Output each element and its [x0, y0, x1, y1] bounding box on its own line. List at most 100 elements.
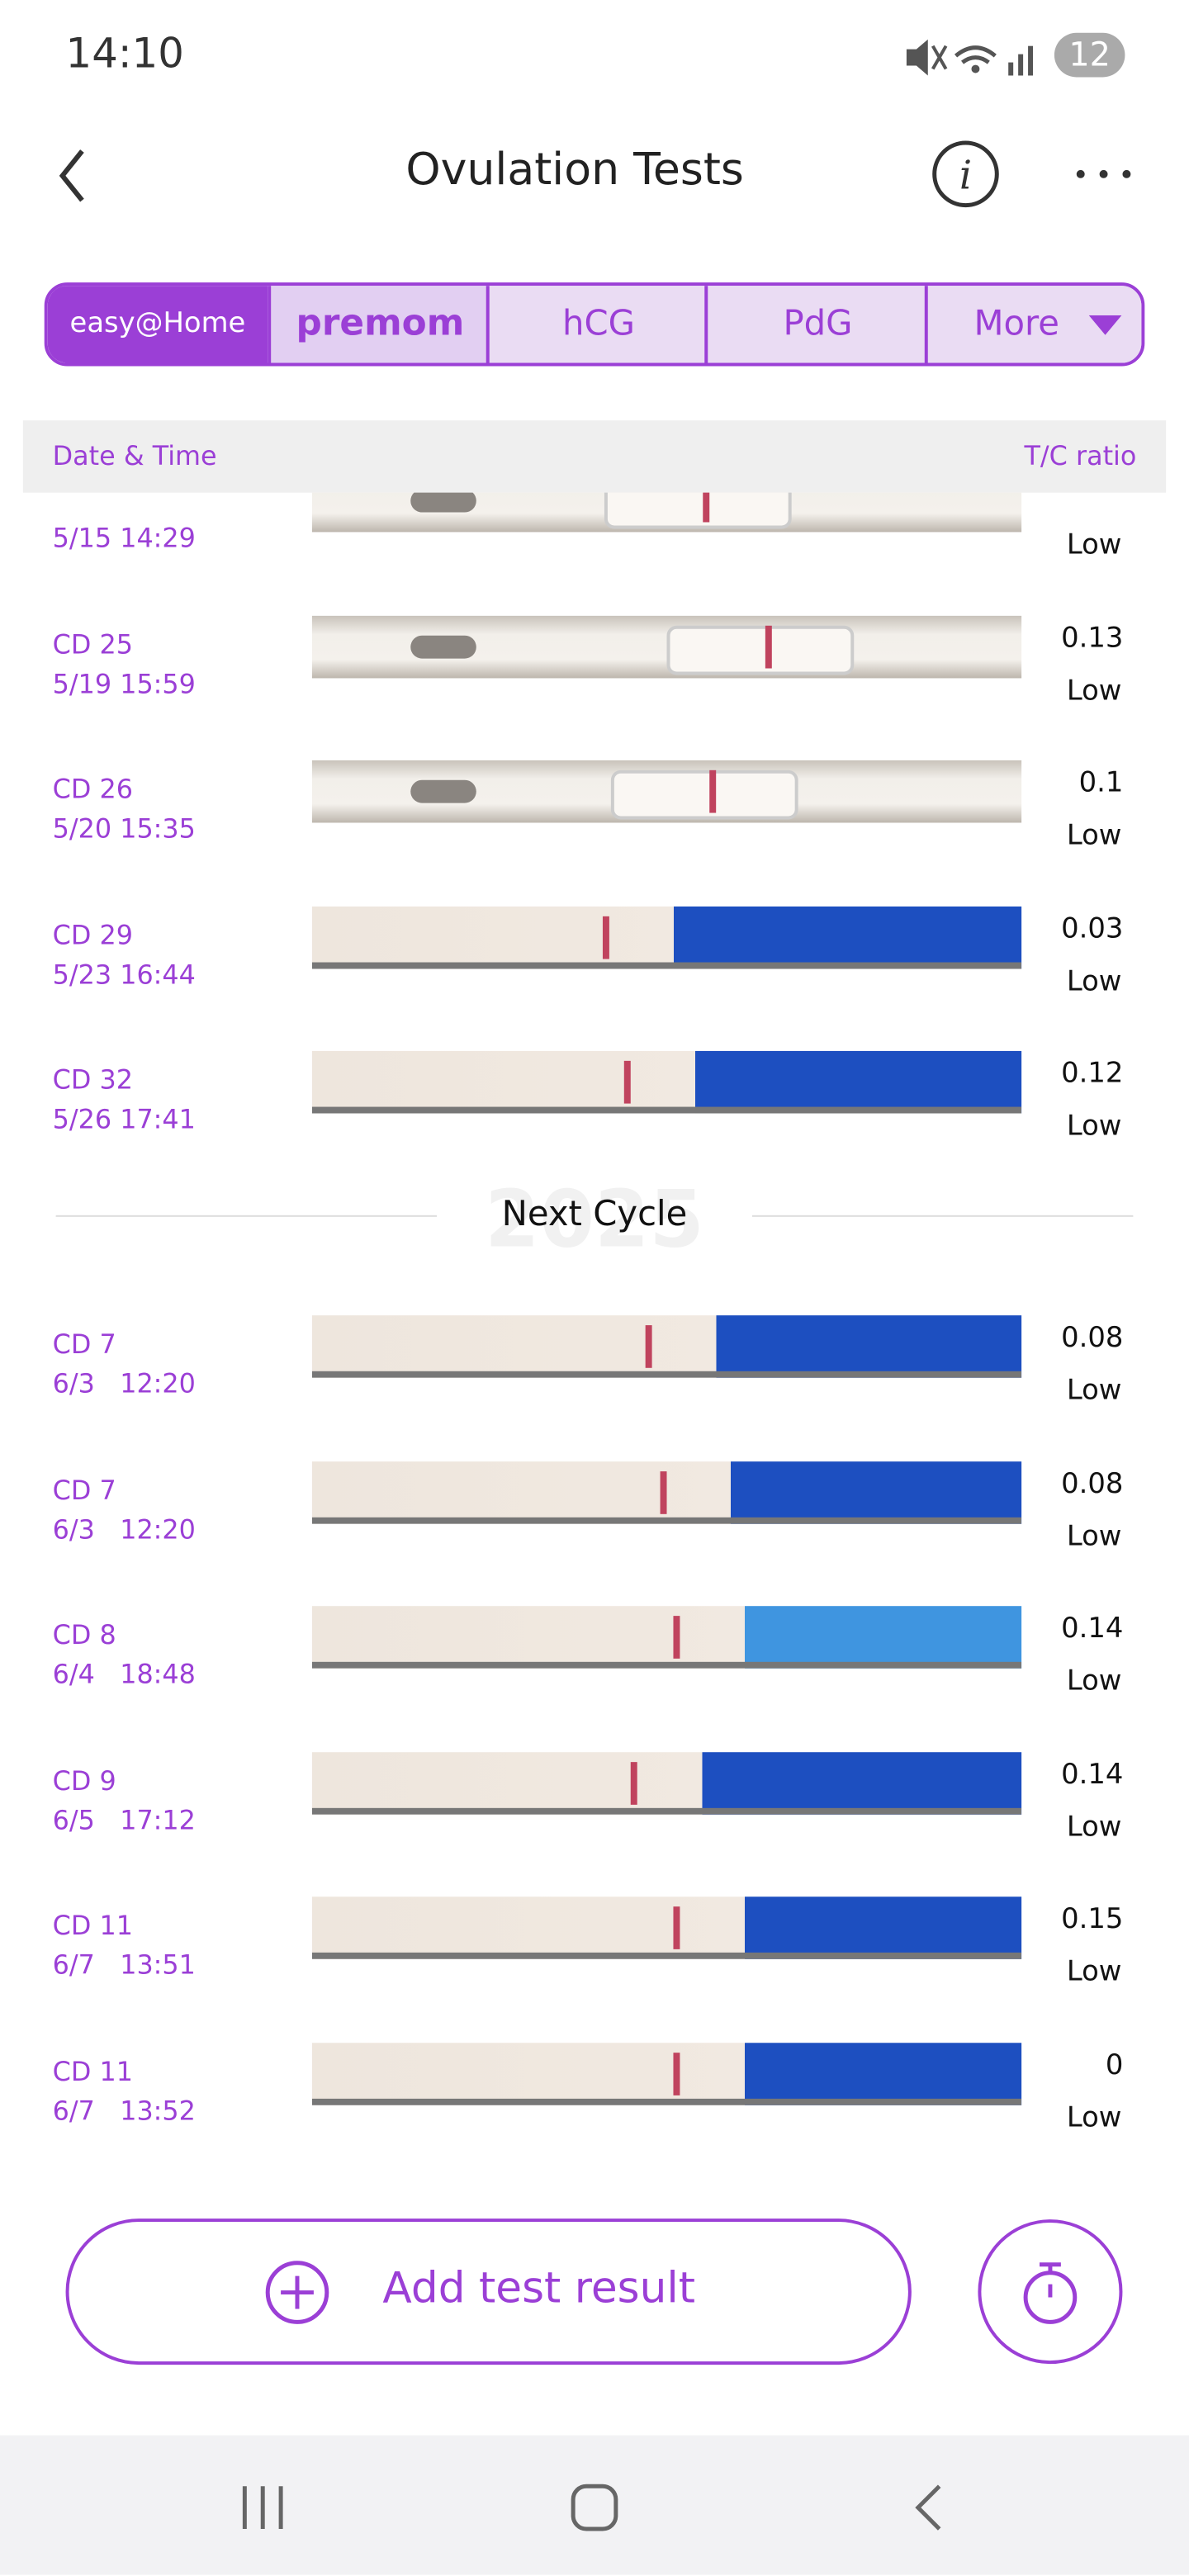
test-strip-photo	[311, 905, 1022, 968]
test-line	[674, 1616, 681, 1659]
sample-well	[410, 634, 476, 658]
test-date: 6/4	[52, 1658, 95, 1690]
status-icons	[906, 39, 1034, 76]
svg-text:i: i	[959, 154, 972, 199]
more-menu[interactable]	[1071, 161, 1137, 187]
result-row[interactable]: CD 9 6/5 17:12 0.14 Low	[0, 493, 1189, 1844]
test-strip-photo	[311, 1461, 1022, 1523]
test-line	[674, 1906, 681, 1949]
timer-button[interactable]	[977, 2218, 1123, 2365]
test-date: 6/5	[52, 1803, 95, 1835]
add-result-label: Add test result	[382, 2264, 696, 2314]
sample-well	[410, 779, 476, 803]
brand-tab[interactable]: premom	[268, 286, 490, 363]
test-time: 13:52	[120, 2094, 196, 2126]
test-time: 15:35	[120, 812, 196, 845]
brand-tab[interactable]: PdG	[704, 286, 928, 363]
cycle-day: CD 7	[52, 1328, 116, 1360]
test-strip-photo	[311, 2042, 1022, 2105]
t-c-ratio: 0.14	[1061, 1612, 1124, 1646]
sample-well	[410, 492, 476, 513]
test-line	[631, 1761, 638, 1804]
page-title: Ovulation Tests	[405, 144, 744, 196]
test-date: 6/3	[52, 1513, 95, 1545]
test-line	[709, 769, 716, 813]
brand-tab[interactable]: hCG	[486, 286, 708, 363]
result-level: Low	[1066, 1955, 1122, 1989]
t-c-ratio: 0.08	[1061, 1322, 1124, 1355]
result-row[interactable]: CD 25 5/19 15:59 0.13 Low	[0, 493, 1189, 707]
nav-bar	[0, 2435, 1189, 2575]
info-button[interactable]: i	[931, 140, 1001, 209]
battery-level: 12	[1068, 34, 1111, 74]
test-line	[603, 915, 610, 959]
column-header: T/C ratio	[1024, 440, 1137, 471]
t-c-ratio: 0.15	[1061, 1903, 1124, 1936]
strip-window	[604, 492, 791, 529]
result-row[interactable]: CD 7 6/3 12:20 0.08 Low	[0, 493, 1189, 1553]
cycle-day: CD 32	[52, 1063, 133, 1096]
back-button[interactable]	[50, 144, 99, 207]
test-line	[659, 1470, 666, 1513]
result-level: Low	[1066, 1519, 1122, 1553]
strip-edge	[311, 1371, 1022, 1378]
result-level: Low	[1066, 1810, 1122, 1844]
result-row[interactable]: CD 8 6/4 18:48 0.14 Low	[0, 493, 1189, 1698]
t-c-ratio: 0.13	[1061, 621, 1124, 655]
test-time: 15:59	[120, 667, 196, 699]
result-row[interactable]: CD 11 6/7 13:51 0.15 Low	[0, 493, 1189, 1989]
test-line	[765, 624, 773, 668]
brand-tab[interactable]: easy@Home	[47, 286, 268, 363]
test-line	[645, 1325, 652, 1368]
section-label: Next Cycle	[501, 1193, 688, 1234]
strip-window	[610, 769, 798, 820]
test-strip-photo	[311, 1896, 1022, 1959]
watermark-year: 2025	[485, 1174, 704, 1267]
column-header: Date & Time	[52, 440, 217, 471]
test-strip-photo	[311, 1606, 1022, 1669]
brand-tab[interactable]: More	[924, 286, 1142, 363]
test-time: 12:20	[120, 1513, 196, 1545]
cycle-day: CD 29	[52, 918, 133, 950]
test-date: 5/23	[52, 958, 112, 990]
status-time: 14:10	[65, 29, 184, 78]
cycle-day: CD 25	[52, 627, 133, 660]
test-strip-photo	[311, 492, 1022, 533]
test-strip-photo	[311, 1315, 1022, 1378]
result-row[interactable]: 5/15 14:29 Low	[0, 492, 1189, 561]
result-level: Low	[1066, 1110, 1122, 1144]
divider-line	[751, 1215, 1134, 1217]
test-time: 17:12	[120, 1803, 196, 1835]
battery: 12	[1054, 32, 1125, 78]
test-date: 6/7	[52, 1949, 95, 1981]
result-row[interactable]: CD 7 6/3 12:20 0.08 Low	[0, 493, 1189, 1408]
test-date: 5/15	[52, 522, 112, 554]
add-result-button[interactable]: Add test result	[65, 2218, 912, 2365]
strip-edge	[311, 1952, 1022, 1959]
test-time: 12:20	[120, 1367, 196, 1399]
cycle-day: CD 9	[52, 1764, 116, 1796]
test-time: 17:41	[120, 1103, 196, 1135]
result-level: Low	[1066, 1374, 1122, 1408]
test-line	[623, 1060, 631, 1104]
test-date: 6/3	[52, 1367, 95, 1399]
result-level: Low	[1066, 528, 1122, 562]
strip-window	[667, 624, 855, 675]
result-row[interactable]: CD 26 5/20 15:35 0.1 Low	[0, 493, 1189, 852]
strip-edge	[311, 1661, 1022, 1669]
result-row[interactable]: CD 29 5/23 16:44 0.03 Low	[0, 493, 1189, 997]
strip-edge	[311, 1516, 1022, 1523]
table-header: Date & Time T/C ratio	[22, 420, 1167, 493]
nav-icons[interactable]	[230, 2476, 959, 2536]
cycle-day: CD 7	[52, 1474, 116, 1505]
test-strip-photo	[311, 760, 1022, 823]
result-level: Low	[1066, 964, 1122, 998]
result-row[interactable]: CD 32 5/26 17:41 0.12 Low	[0, 493, 1189, 1143]
result-row[interactable]: CD 11 6/7 13:52 0 Low	[0, 493, 1189, 2134]
cycle-day: CD 11	[52, 1910, 133, 1941]
test-time: 13:51	[120, 1949, 196, 1981]
t-c-ratio: 0.14	[1061, 1758, 1124, 1791]
divider-line	[55, 1215, 438, 1217]
test-time: 14:29	[120, 522, 196, 554]
